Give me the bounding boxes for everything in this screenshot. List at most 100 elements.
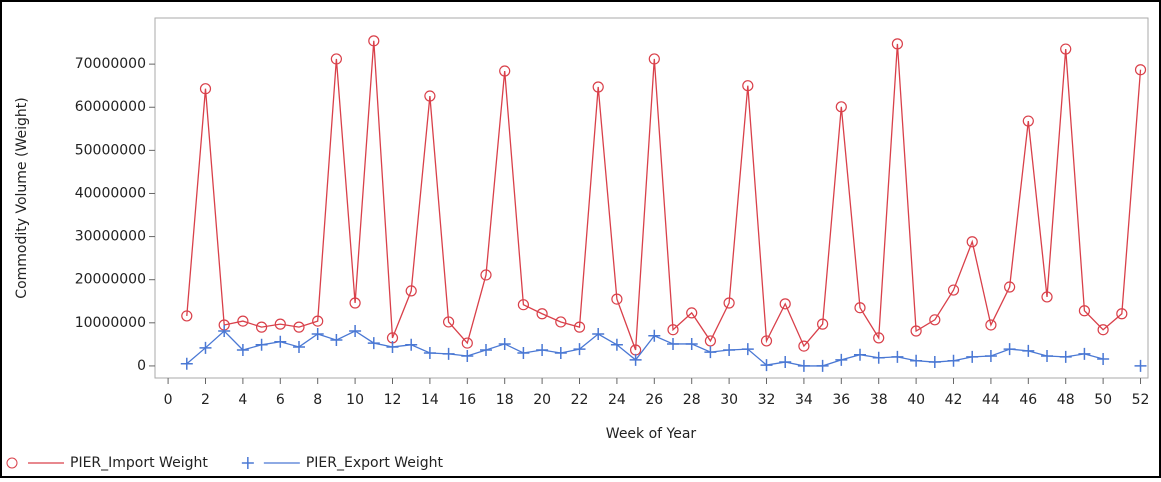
point bbox=[910, 354, 923, 367]
legend-label: PIER_Export Weight bbox=[306, 455, 444, 471]
x-tick-label: 46 bbox=[1019, 392, 1037, 408]
point bbox=[984, 350, 997, 363]
x-tick-label: 40 bbox=[907, 392, 925, 408]
point bbox=[367, 337, 380, 350]
point bbox=[797, 359, 810, 372]
legend: PIER_Import Weight PIER_Export Weight bbox=[6, 455, 444, 471]
y-tick-label: 0 bbox=[137, 358, 146, 374]
point bbox=[330, 53, 342, 65]
legend-label: PIER_Import Weight bbox=[70, 455, 208, 471]
point bbox=[760, 335, 773, 347]
x-tick-label: 28 bbox=[683, 392, 701, 408]
point bbox=[255, 338, 268, 351]
x-tick-label: 32 bbox=[758, 392, 776, 408]
point bbox=[611, 293, 623, 305]
point bbox=[629, 353, 642, 366]
y-tick-label: 70000000 bbox=[75, 56, 146, 72]
point bbox=[592, 328, 605, 341]
legend-marker bbox=[6, 457, 18, 469]
x-tick-label: 22 bbox=[571, 392, 589, 408]
point bbox=[741, 343, 754, 356]
point bbox=[704, 346, 717, 359]
point bbox=[1060, 43, 1072, 55]
y-tick-label: 50000000 bbox=[75, 142, 146, 158]
x-tick-label: 0 bbox=[164, 392, 173, 408]
point bbox=[1022, 344, 1035, 357]
y-tick-label: 10000000 bbox=[75, 315, 146, 331]
point bbox=[237, 315, 249, 327]
point bbox=[442, 347, 455, 360]
point bbox=[854, 348, 867, 361]
point bbox=[499, 65, 511, 77]
point bbox=[648, 53, 660, 65]
point bbox=[854, 302, 866, 314]
point bbox=[405, 338, 418, 351]
x-tick-label: 42 bbox=[945, 392, 963, 408]
y-axis-label: Commodity Volume (Weight) bbox=[14, 97, 30, 298]
point bbox=[1097, 324, 1109, 336]
point bbox=[891, 38, 904, 50]
point bbox=[236, 343, 249, 356]
point bbox=[573, 343, 586, 356]
point bbox=[723, 297, 735, 309]
point bbox=[1003, 343, 1016, 356]
y-tick-label: 30000000 bbox=[75, 229, 146, 245]
point bbox=[928, 356, 941, 369]
point bbox=[1078, 347, 1091, 360]
point bbox=[517, 299, 530, 311]
point bbox=[1041, 350, 1054, 363]
plot-area bbox=[154, 17, 1149, 379]
x-tick-label: 34 bbox=[795, 392, 813, 408]
point bbox=[1041, 291, 1053, 303]
point bbox=[929, 314, 941, 326]
y-tick-label: 40000000 bbox=[75, 185, 146, 201]
point bbox=[386, 340, 399, 353]
point bbox=[480, 269, 492, 281]
x-tick-label: 12 bbox=[384, 392, 402, 408]
x-tick-label: 2 bbox=[201, 392, 210, 408]
point bbox=[292, 340, 305, 353]
point bbox=[667, 324, 679, 336]
point bbox=[873, 332, 885, 344]
point bbox=[891, 350, 904, 363]
x-tick-label: 36 bbox=[832, 392, 850, 408]
point bbox=[985, 319, 997, 331]
point bbox=[330, 334, 343, 347]
point bbox=[1097, 353, 1110, 366]
point bbox=[742, 80, 754, 92]
point bbox=[536, 308, 548, 320]
x-tick-label: 24 bbox=[608, 392, 626, 408]
point bbox=[685, 337, 698, 350]
point bbox=[180, 357, 193, 370]
point bbox=[1078, 305, 1091, 317]
point bbox=[293, 321, 305, 333]
x-tick-label: 4 bbox=[238, 392, 247, 408]
point bbox=[816, 359, 829, 372]
point bbox=[199, 341, 212, 354]
point bbox=[573, 321, 586, 333]
point bbox=[1116, 308, 1128, 320]
point bbox=[835, 353, 848, 366]
y-tick-label: 60000000 bbox=[75, 99, 146, 115]
point bbox=[368, 35, 380, 47]
point bbox=[255, 321, 268, 333]
x-tick-label: 38 bbox=[870, 392, 888, 408]
point bbox=[311, 328, 324, 341]
point bbox=[405, 285, 417, 297]
point bbox=[181, 310, 193, 322]
x-tick-label: 44 bbox=[982, 392, 1000, 408]
x-axis-label: Week of Year bbox=[606, 426, 697, 442]
point bbox=[779, 298, 791, 310]
point bbox=[592, 81, 604, 93]
point bbox=[667, 337, 680, 350]
point bbox=[835, 101, 847, 113]
point bbox=[1059, 350, 1072, 363]
x-tick-label: 18 bbox=[496, 392, 514, 408]
point bbox=[423, 346, 436, 359]
x-tick-label: 14 bbox=[421, 392, 439, 408]
point bbox=[517, 346, 530, 359]
x-tick-label: 50 bbox=[1094, 392, 1112, 408]
x-tick-label: 6 bbox=[276, 392, 285, 408]
point bbox=[966, 236, 978, 248]
